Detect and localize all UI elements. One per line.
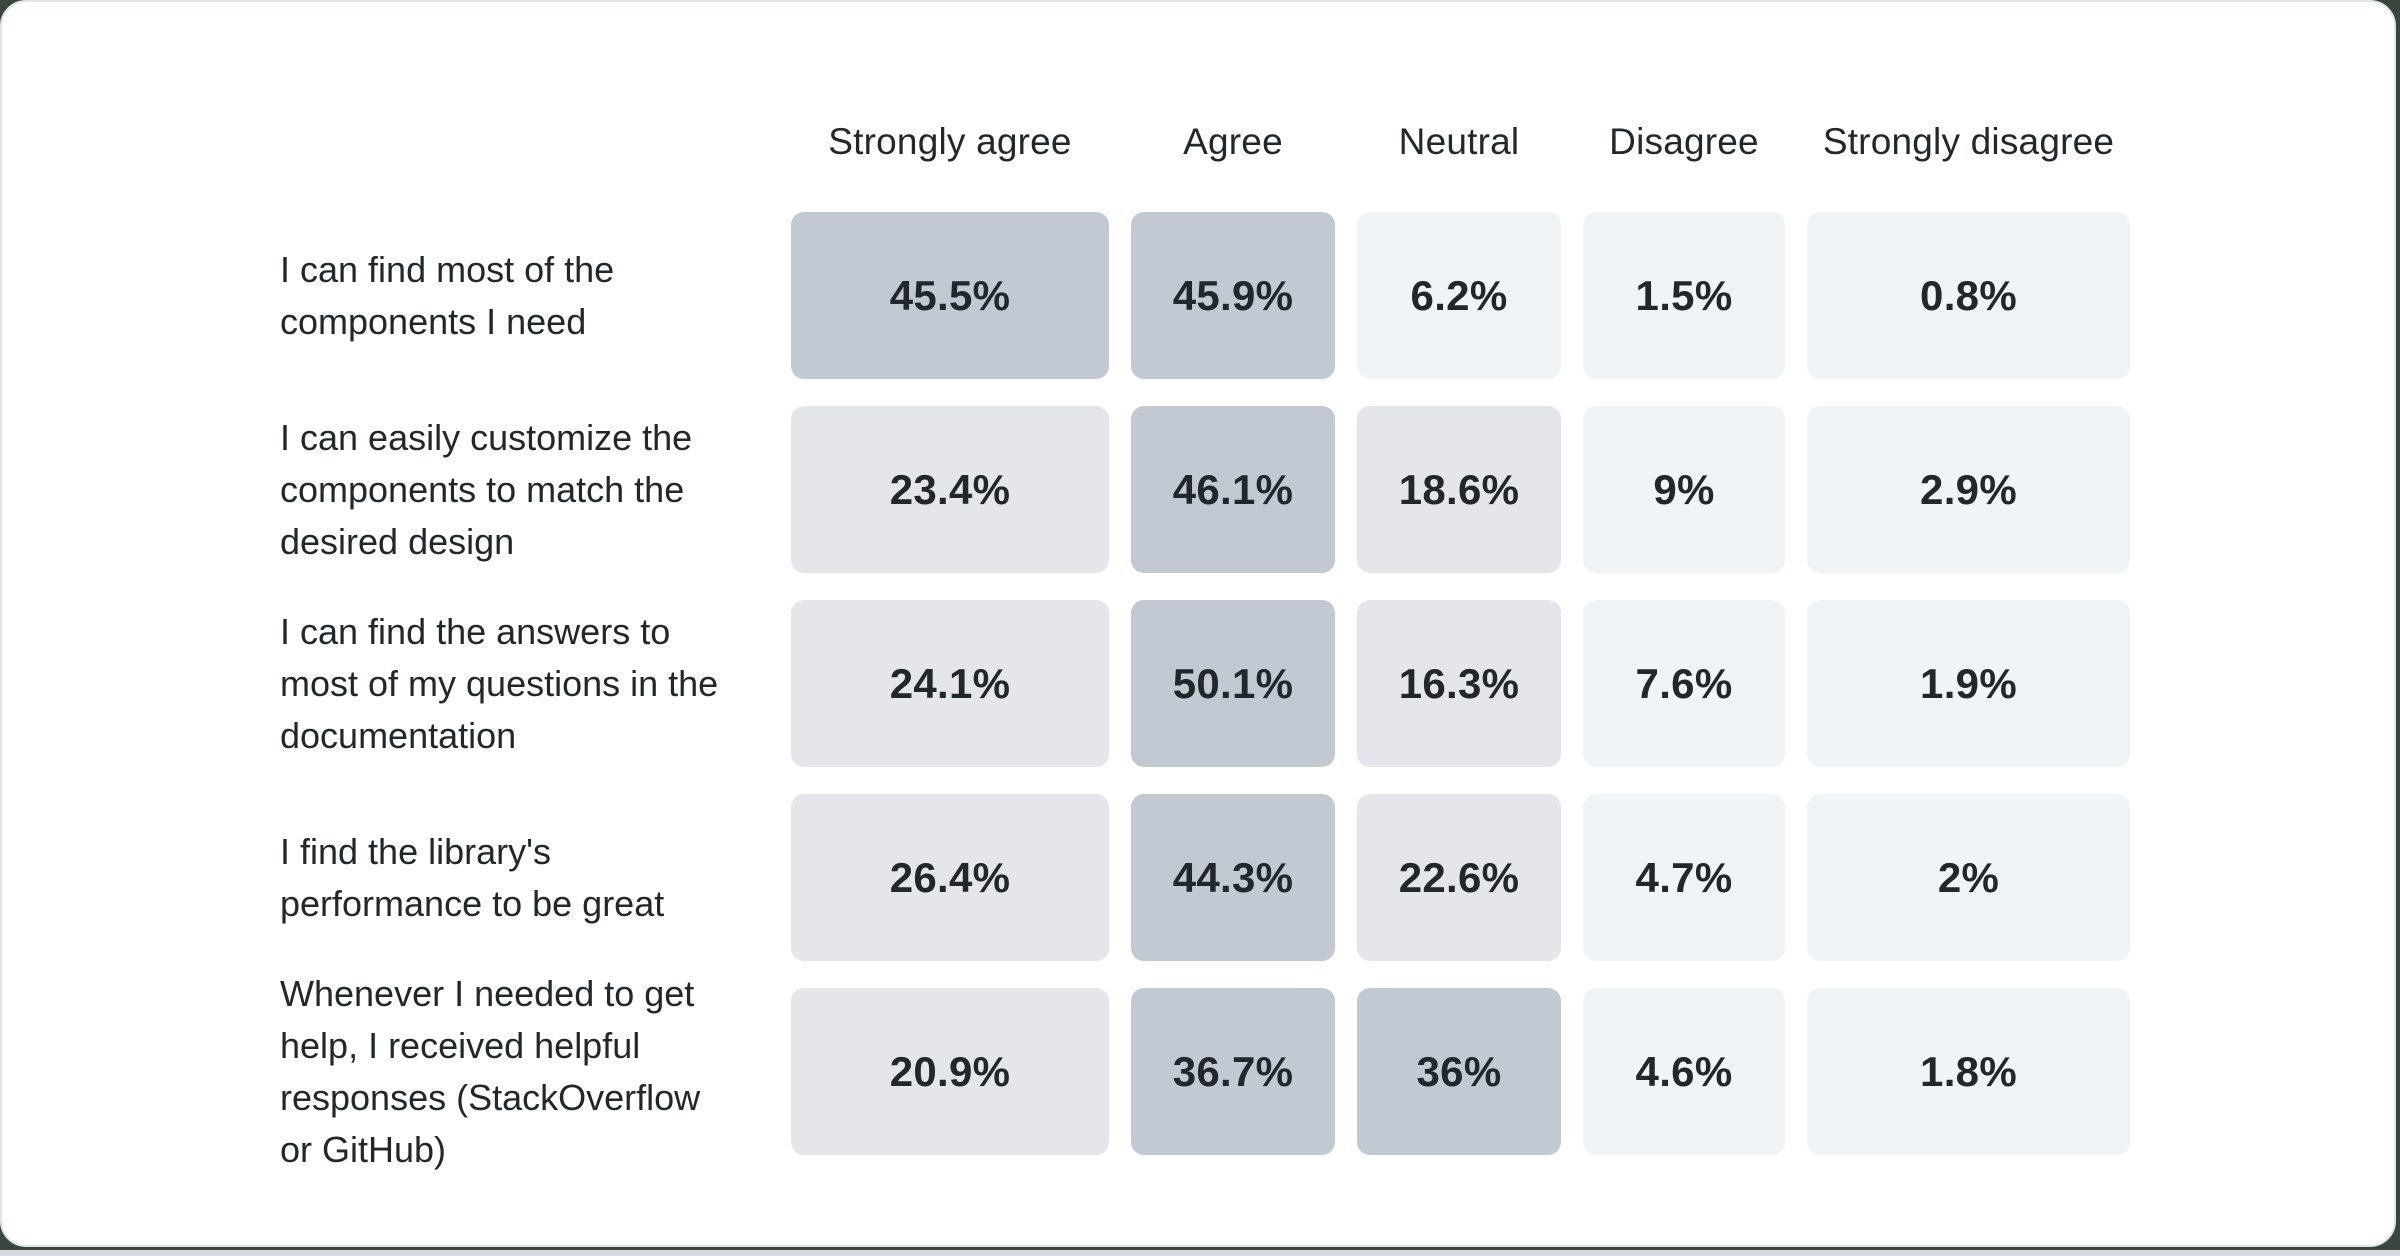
heatmap-cell: 0.8%	[1807, 212, 2130, 379]
heatmap-cell: 4.7%	[1583, 794, 1785, 961]
row-label: I can find the answers to most of my que…	[280, 610, 719, 756]
column-header-strongly-disagree: Strongly disagree	[1822, 121, 2115, 162]
heatmap-cell: 22.6%	[1357, 794, 1561, 961]
row-label: I find the library's performance to be g…	[280, 830, 665, 924]
heatmap-cell: 7.6%	[1583, 600, 1785, 767]
heatmap-cell: 36.7%	[1131, 988, 1335, 1155]
heatmap-cell: 4.6%	[1583, 988, 1785, 1155]
heatmap-cell: 24.1%	[791, 600, 1109, 767]
heatmap-cell: 1.9%	[1807, 600, 2130, 767]
heatmap-cell: 18.6%	[1357, 406, 1561, 573]
heatmap-cell: 45.5%	[791, 212, 1109, 379]
heatmap-cell: 6.2%	[1357, 212, 1561, 379]
heatmap-cell: 1.8%	[1807, 988, 2130, 1155]
heatmap-cell: 1.5%	[1583, 212, 1785, 379]
row-label: I can find most of the components I need	[280, 248, 615, 342]
corner-spacer	[280, 2, 769, 185]
row-label: I can easily customize the components to…	[280, 416, 693, 562]
heatmap-cell: 46.1%	[1131, 406, 1335, 573]
row-label: Whenever I needed to get help, I receive…	[280, 972, 701, 1170]
column-header-neutral: Neutral	[1398, 121, 1520, 162]
column-header-strongly-agree: Strongly agree	[828, 121, 1072, 162]
heatmap-cell: 16.3%	[1357, 600, 1561, 767]
heatmap-cell: 44.3%	[1131, 794, 1335, 961]
bottom-strip	[0, 1250, 2400, 1256]
likert-heatmap: Strongly agree Agree Neutral Disagree Strong…	[280, 2, 2130, 1170]
heatmap-cell: 45.9%	[1131, 212, 1335, 379]
heatmap-cell: 20.9%	[791, 988, 1109, 1155]
heatmap-cell: 9%	[1583, 406, 1785, 573]
column-header-disagree: Disagree	[1609, 121, 1759, 162]
heatmap-cell: 50.1%	[1131, 600, 1335, 767]
heatmap-cell: 2%	[1807, 794, 2130, 961]
heatmap-cell: 23.4%	[791, 406, 1109, 573]
heatmap-cell: 36%	[1357, 988, 1561, 1155]
column-header-agree: Agree	[1183, 121, 1283, 162]
heatmap-cell: 26.4%	[791, 794, 1109, 961]
heatmap-cell: 2.9%	[1807, 406, 2130, 573]
